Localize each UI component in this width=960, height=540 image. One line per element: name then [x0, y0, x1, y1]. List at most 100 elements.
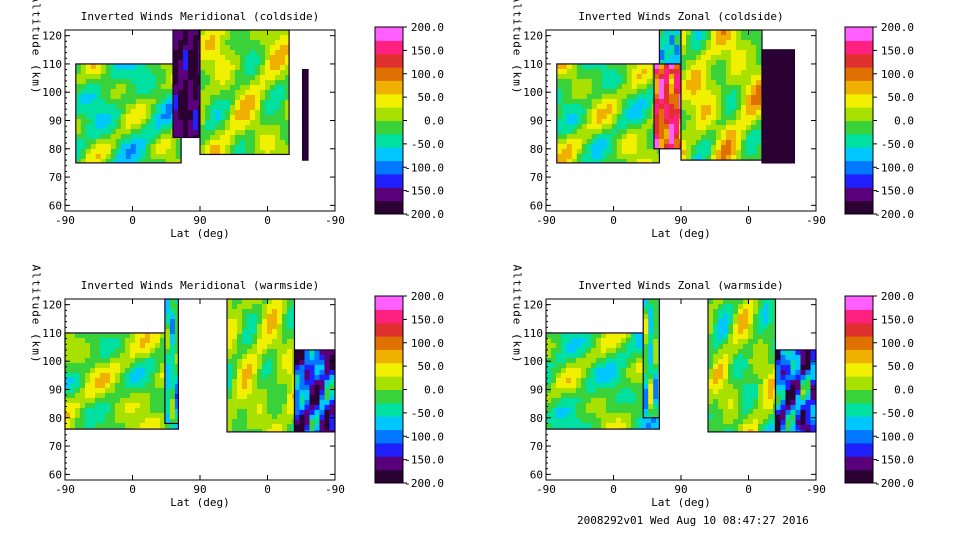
- contour-cell: [175, 158, 182, 164]
- contour-cell: [257, 354, 263, 360]
- contour-cell: [125, 68, 132, 75]
- contour-cell: [656, 422, 660, 429]
- contour-cell: [606, 352, 612, 359]
- contour-cell: [648, 334, 654, 340]
- contour-cell: [753, 349, 759, 355]
- contour-cell: [674, 103, 680, 110]
- contour-cell: [746, 105, 752, 111]
- colorbar-swatch: [375, 336, 403, 350]
- contour-cell: [250, 110, 256, 116]
- contour-cell: [654, 98, 660, 105]
- contour-cell: [164, 404, 171, 410]
- contour-cell: [65, 382, 71, 389]
- contour-cell: [653, 334, 659, 340]
- contour-cell: [664, 55, 670, 61]
- contour-cell: [691, 120, 697, 126]
- contour-cell: [648, 369, 654, 375]
- contour-cell: [792, 64, 795, 71]
- contour-cell: [267, 404, 273, 410]
- contour-cell: [294, 409, 300, 416]
- contour-cell: [250, 30, 256, 36]
- contour-cell: [636, 367, 642, 374]
- contour-cell: [85, 402, 91, 409]
- contour-cell: [120, 123, 127, 130]
- contour-cell: [105, 68, 112, 75]
- contour-cell: [669, 108, 675, 115]
- contour-cell: [556, 88, 563, 95]
- contour-cell: [556, 78, 563, 85]
- contour-cell: [731, 75, 737, 81]
- contour-cell: [701, 85, 707, 91]
- contour-cell: [120, 68, 127, 75]
- contour-cell: [287, 324, 293, 330]
- contour-cell: [240, 85, 246, 91]
- contour-cell: [235, 80, 241, 86]
- contour-cell: [576, 422, 582, 429]
- contour-cell: [596, 372, 602, 379]
- contour-cell: [646, 128, 653, 135]
- contour-cell: [731, 70, 737, 76]
- contour-cell: [230, 60, 236, 66]
- contour-cell: [606, 342, 612, 349]
- contour-cell: [125, 138, 132, 145]
- contour-cell: [105, 377, 111, 384]
- contour-cell: [125, 73, 132, 80]
- contour-cell: [611, 143, 618, 150]
- contour-cell: [299, 349, 305, 356]
- y-tick-label: 110: [523, 58, 543, 71]
- contour-cell: [746, 110, 752, 116]
- contour-cell: [763, 324, 769, 330]
- contour-cell: [758, 304, 764, 310]
- contour-cell: [728, 424, 734, 430]
- contour-cell: [120, 103, 127, 110]
- contour-cell: [795, 424, 801, 431]
- colorbar-tick-label: -200.0: [404, 208, 444, 221]
- contour-cell: [125, 108, 132, 115]
- contour-cell: [718, 399, 724, 405]
- contour-cell: [596, 347, 602, 354]
- contour-region-2: [642, 298, 661, 419]
- contour-cell: [135, 138, 142, 145]
- contour-cell: [616, 138, 623, 145]
- contour-cell: [282, 364, 288, 370]
- contour-cell: [706, 95, 712, 101]
- contour-cell: [810, 389, 816, 396]
- contour-cell: [643, 364, 649, 370]
- contour-region-2: [172, 29, 201, 139]
- contour-cell: [601, 387, 607, 394]
- contour-cell: [210, 50, 216, 56]
- contour-cell: [265, 100, 271, 106]
- contour-cell: [75, 397, 81, 404]
- colorbar-swatch: [375, 67, 403, 81]
- contour-cell: [654, 108, 660, 115]
- contour-cell: [551, 417, 557, 424]
- contour-cell: [621, 347, 627, 354]
- contour-cell: [65, 337, 71, 344]
- contour-cell: [792, 144, 795, 151]
- contour-cell: [282, 394, 288, 400]
- contour-cell: [621, 98, 628, 105]
- contour-cell: [748, 304, 754, 310]
- contour-cell: [235, 60, 241, 66]
- contour-cell: [130, 148, 137, 155]
- contour-cell: [105, 332, 111, 339]
- contour-cell: [733, 314, 739, 320]
- contour-cell: [237, 339, 243, 345]
- contour-cell: [280, 90, 286, 96]
- contour-cell: [571, 387, 577, 394]
- contour-cell: [561, 118, 568, 125]
- contour-cell: [591, 143, 598, 150]
- contour-cell: [726, 60, 732, 66]
- contour-cell: [643, 314, 649, 320]
- contour-cell: [686, 145, 692, 151]
- contour-cell: [125, 422, 131, 429]
- contour-cell: [711, 30, 717, 36]
- contour-cell: [165, 68, 172, 75]
- contour-cell: [90, 93, 97, 100]
- contour-cell: [741, 100, 747, 106]
- contour-cell: [768, 394, 774, 400]
- contour-cell: [95, 93, 102, 100]
- contour-cell: [257, 339, 263, 345]
- contour-cell: [626, 352, 632, 359]
- contour-cell: [252, 414, 258, 420]
